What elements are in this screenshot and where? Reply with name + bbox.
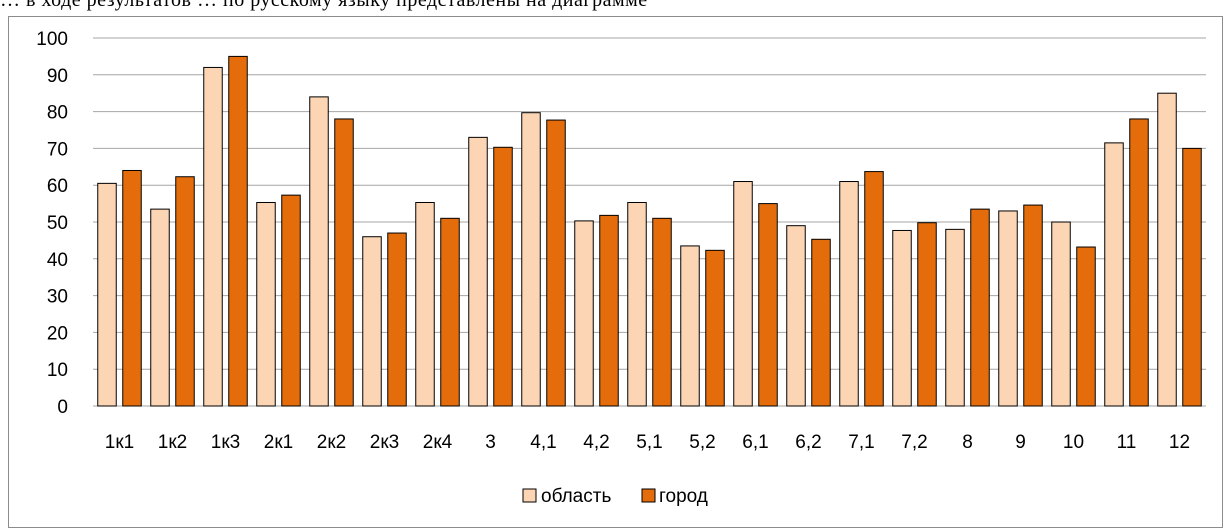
y-tick-label: 50 — [47, 213, 68, 234]
y-tick-label: 90 — [47, 66, 68, 87]
bar-gorod — [811, 238, 831, 407]
bar-gorod — [864, 171, 884, 407]
x-tick-label: 8 — [962, 432, 973, 453]
bar-gorod — [917, 222, 937, 407]
legend-label-gorod: город — [659, 486, 708, 507]
x-tick-label: 6,1 — [742, 432, 768, 453]
bar-gorod — [122, 169, 142, 407]
legend-swatch-gorod — [641, 488, 656, 503]
bar-gorod — [440, 217, 460, 407]
x-tick-label: 10 — [1063, 432, 1084, 453]
bar-gorod — [228, 55, 248, 407]
bar-gorod — [705, 249, 725, 407]
legend-label-oblast: область — [541, 486, 611, 507]
x-tick-label: 4,2 — [583, 432, 609, 453]
bar-oblast — [150, 208, 170, 407]
legend: область город — [522, 486, 708, 507]
bar-oblast — [468, 136, 488, 407]
bar-gorod — [652, 217, 672, 407]
bar-oblast — [1051, 221, 1071, 407]
y-tick-label: 20 — [47, 323, 68, 344]
x-tick-label: 2к4 — [423, 432, 453, 453]
x-tick-label: 2к3 — [370, 432, 399, 453]
bar-gorod — [493, 146, 513, 407]
legend-swatch-oblast — [522, 488, 537, 503]
y-tick-label: 80 — [47, 103, 68, 124]
caption-text: … в ходе результатов … по русскому языку… — [0, 0, 648, 11]
x-tick-label: 12 — [1169, 432, 1190, 453]
bar-oblast — [786, 225, 806, 407]
x-tick-label: 2к2 — [317, 432, 346, 453]
x-tick-label: 2к1 — [264, 432, 293, 453]
bar-oblast — [362, 236, 382, 407]
bar-gorod — [1023, 204, 1043, 407]
x-tick-label: 4,1 — [530, 432, 556, 453]
x-tick-label: 11 — [1117, 432, 1137, 453]
x-axis-ticks: 1к1 1к2 1к3 2к1 2к2 2к3 2к4 3 4,1 4,2 5,1 5,2 6,1 6,2… — [105, 432, 1190, 453]
bar-oblast — [256, 201, 276, 407]
y-tick-label: 70 — [47, 139, 68, 160]
gridlines — [93, 37, 1206, 407]
bar-gorod — [175, 176, 195, 407]
bar-oblast — [1104, 142, 1124, 407]
x-tick-label: 5,1 — [636, 432, 662, 453]
x-tick-label: 5,2 — [689, 432, 715, 453]
y-tick-label: 40 — [47, 250, 68, 271]
y-tick-label: 100 — [36, 29, 68, 50]
bar-oblast — [839, 181, 859, 407]
bar-oblast — [680, 245, 700, 407]
x-tick-label: 1к1 — [105, 432, 134, 453]
bar-oblast — [574, 220, 594, 407]
x-tick-label: 3 — [485, 432, 496, 453]
bar-gorod — [281, 194, 301, 407]
bar-oblast — [733, 181, 753, 407]
bar-oblast — [97, 182, 117, 407]
x-tick-label: 9 — [1015, 432, 1026, 453]
bar-gorod — [599, 214, 619, 407]
bars — [97, 55, 1202, 407]
x-tick-label: 6,2 — [795, 432, 821, 453]
x-tick-label: 1к2 — [158, 432, 187, 453]
bar-oblast — [945, 228, 965, 407]
x-tick-label: 7,1 — [848, 432, 874, 453]
bar-gorod — [546, 119, 566, 407]
bar-oblast — [892, 229, 912, 407]
bar-gorod — [387, 232, 407, 407]
bar-gorod — [334, 118, 354, 407]
y-tick-label: 0 — [57, 397, 68, 418]
y-tick-label: 60 — [47, 176, 68, 197]
bar-gorod — [1129, 118, 1149, 407]
bar-gorod — [758, 203, 778, 407]
bar-gorod — [1182, 147, 1202, 407]
bar-oblast — [627, 201, 647, 407]
bar-gorod — [970, 208, 990, 407]
bar-oblast — [203, 66, 223, 407]
y-tick-label: 30 — [47, 287, 68, 308]
bar-gorod — [1076, 246, 1096, 407]
bar-oblast — [998, 210, 1018, 407]
y-tick-label: 10 — [47, 360, 68, 381]
bar-oblast — [1157, 92, 1177, 407]
bar-oblast — [521, 112, 541, 407]
y-axis-ticks: 0 10 20 30 40 50 60 70 80 90 100 — [36, 29, 68, 418]
bar-oblast — [309, 96, 329, 407]
x-tick-label: 1к3 — [211, 432, 240, 453]
x-tick-label: 7,2 — [901, 432, 927, 453]
bar-oblast — [415, 201, 435, 407]
